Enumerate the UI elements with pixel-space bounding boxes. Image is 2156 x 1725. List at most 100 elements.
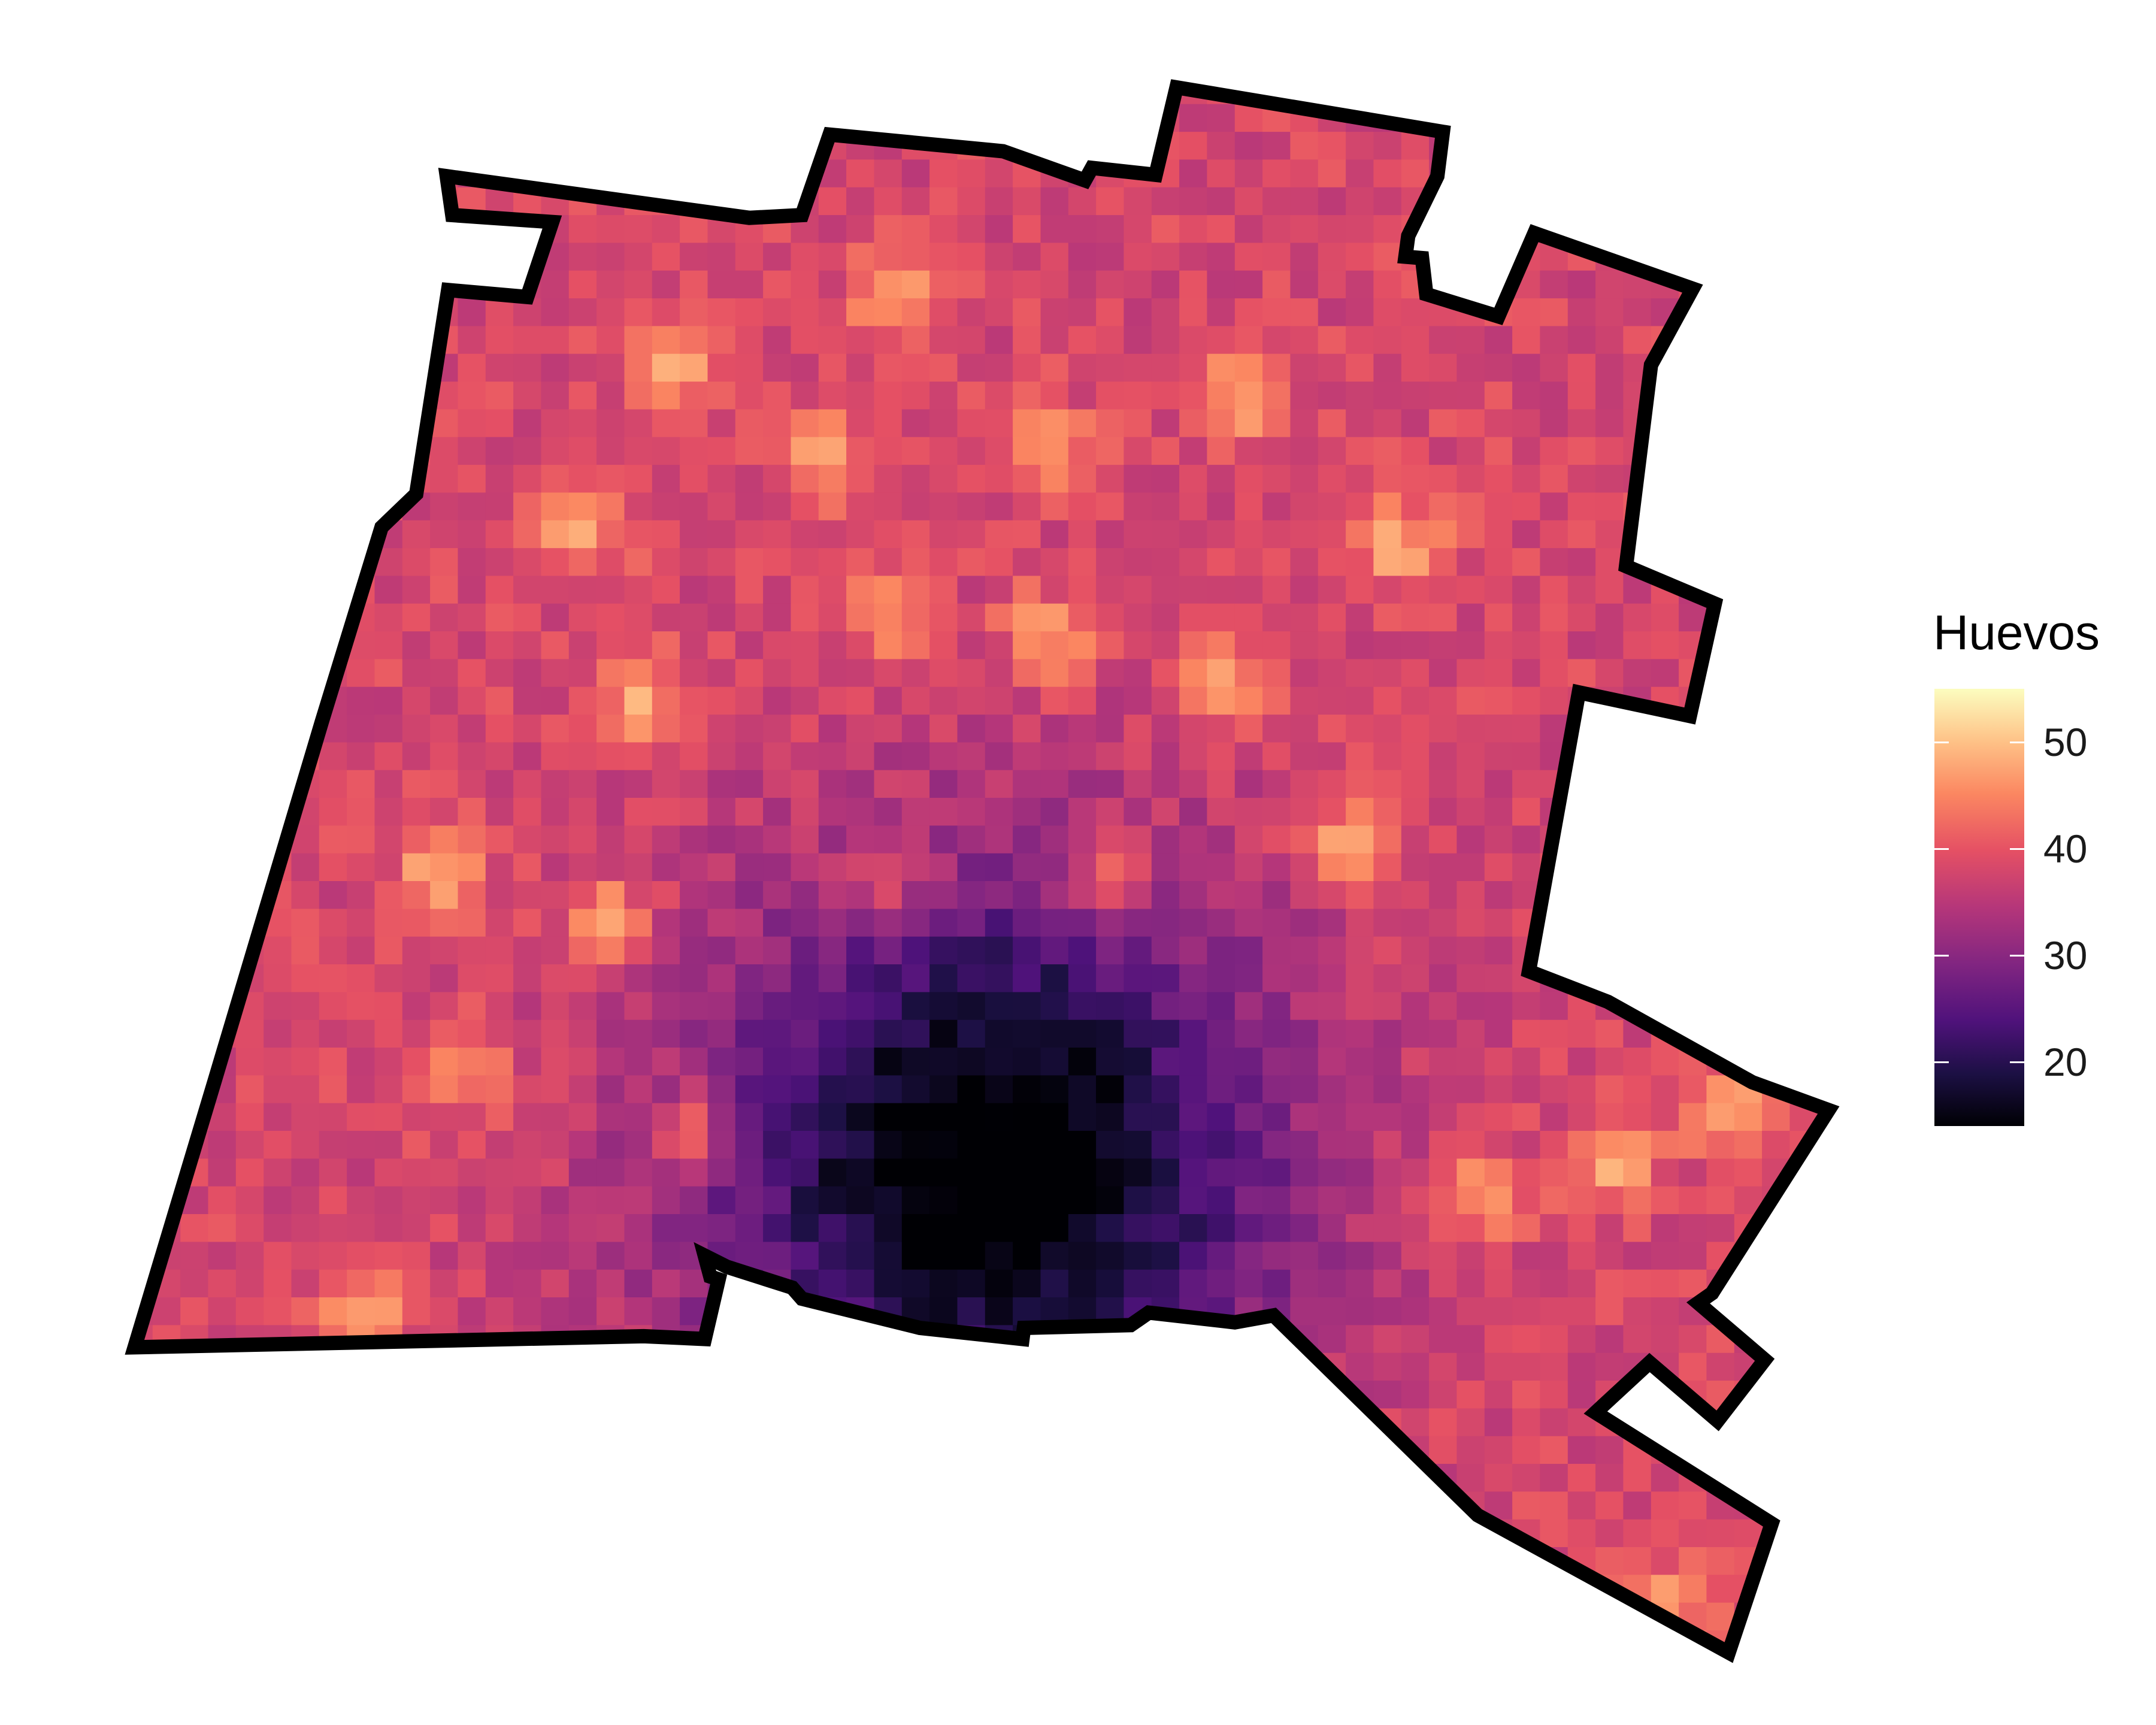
heat-cell <box>485 326 514 355</box>
heat-cell <box>152 1436 181 1464</box>
heat-cell <box>707 936 736 965</box>
heat-cell <box>901 825 930 854</box>
heat-cell <box>1817 1269 1829 1298</box>
heat-cell <box>513 1547 542 1576</box>
heat-cell <box>568 1214 597 1243</box>
heat-cell <box>264 1352 292 1381</box>
heat-cell <box>791 1491 819 1520</box>
heat-cell <box>985 964 1013 993</box>
heat-cell <box>1817 465 1829 494</box>
heat-cell <box>1013 1352 1041 1381</box>
heat-cell <box>291 187 320 216</box>
heat-cell <box>1734 132 1763 161</box>
legend-tick-mark <box>2010 954 2024 957</box>
heat-cell <box>1290 1464 1319 1493</box>
heat-cell <box>624 1519 653 1548</box>
heat-cell <box>1512 1464 1541 1493</box>
heat-cell <box>735 298 764 327</box>
heat-cell <box>541 742 570 771</box>
heat-cell <box>513 770 542 798</box>
heat-cell <box>1290 465 1319 494</box>
heat-cell <box>347 1019 376 1048</box>
heat-cell <box>430 631 459 660</box>
heat-cell <box>134 104 153 132</box>
heat-cell <box>707 520 736 549</box>
heat-cell <box>791 465 819 494</box>
heat-cell <box>1540 298 1568 327</box>
heat-cell <box>929 686 958 715</box>
heat-cell <box>1734 770 1763 798</box>
heat-cell <box>458 243 486 271</box>
heat-cell <box>1789 576 1818 604</box>
heat-cell <box>1290 1214 1319 1243</box>
heat-cell <box>1789 603 1818 632</box>
heat-cell <box>291 437 320 465</box>
heat-cell <box>485 1575 514 1603</box>
heat-cell <box>624 853 653 882</box>
heat-cell <box>1401 382 1430 410</box>
heat-cell <box>846 686 875 715</box>
heat-cell <box>652 548 680 577</box>
heat-cell <box>1595 742 1624 771</box>
heat-cell <box>818 992 847 1021</box>
heat-cell <box>1262 1408 1291 1437</box>
heat-cell <box>1124 825 1152 854</box>
heat-cell <box>264 576 292 604</box>
heat-cell <box>568 770 597 798</box>
heat-cell <box>458 659 486 688</box>
heat-cell <box>624 1436 653 1464</box>
heat-cell <box>1540 326 1568 355</box>
heat-cell <box>1706 409 1735 438</box>
heat-cell <box>1734 603 1763 632</box>
heat-cell <box>1179 492 1208 521</box>
heat-cell <box>1151 243 1180 271</box>
heat-cell <box>763 1325 792 1354</box>
heat-cell <box>1706 825 1735 854</box>
heat-cell <box>1262 1186 1291 1215</box>
heat-cell <box>374 770 403 798</box>
heat-cell <box>596 1158 625 1187</box>
heat-cell <box>1346 409 1374 438</box>
heat-cell <box>458 1381 486 1409</box>
heat-cell <box>1734 825 1763 854</box>
heat-cell <box>1817 1519 1829 1548</box>
heat-cell <box>1512 382 1541 410</box>
heat-cell <box>319 1464 347 1493</box>
heat-cell <box>1789 270 1818 299</box>
heat-cell <box>1124 492 1152 521</box>
heat-cell <box>264 520 292 549</box>
heat-cell <box>208 1658 237 1686</box>
heat-cell <box>1817 1131 1829 1160</box>
heat-cell <box>1124 132 1152 161</box>
heat-cell <box>901 465 930 494</box>
heat-cell <box>652 409 680 438</box>
heat-cell <box>152 1019 181 1048</box>
heat-cell <box>513 1131 542 1160</box>
heat-cell <box>374 1408 403 1437</box>
heat-cell <box>791 1048 819 1076</box>
heat-cell <box>1540 1131 1568 1160</box>
heat-cell <box>1013 492 1041 521</box>
heat-cell <box>1540 1436 1568 1464</box>
heat-cell <box>430 936 459 965</box>
heat-cell <box>513 492 542 521</box>
heat-cell <box>929 1547 958 1576</box>
heat-cell <box>1096 1019 1125 1048</box>
heat-cell <box>347 409 376 438</box>
heat-cell <box>1318 1491 1346 1520</box>
heat-cell <box>929 298 958 327</box>
heat-cell <box>152 715 181 743</box>
heat-cell <box>291 853 320 882</box>
heat-cell <box>1346 1242 1374 1270</box>
heat-cell <box>1013 964 1041 993</box>
heat-cell <box>1567 1325 1596 1354</box>
legend-tick-mark <box>1934 954 1949 957</box>
heat-cell <box>180 1381 209 1409</box>
heat-cell <box>652 215 680 244</box>
heat-cell <box>1346 1575 1374 1603</box>
heat-cell <box>791 1630 819 1653</box>
heat-cell <box>1151 548 1180 577</box>
heat-cell <box>1540 104 1568 132</box>
heat-cell <box>624 631 653 660</box>
heat-cell <box>513 1381 542 1409</box>
